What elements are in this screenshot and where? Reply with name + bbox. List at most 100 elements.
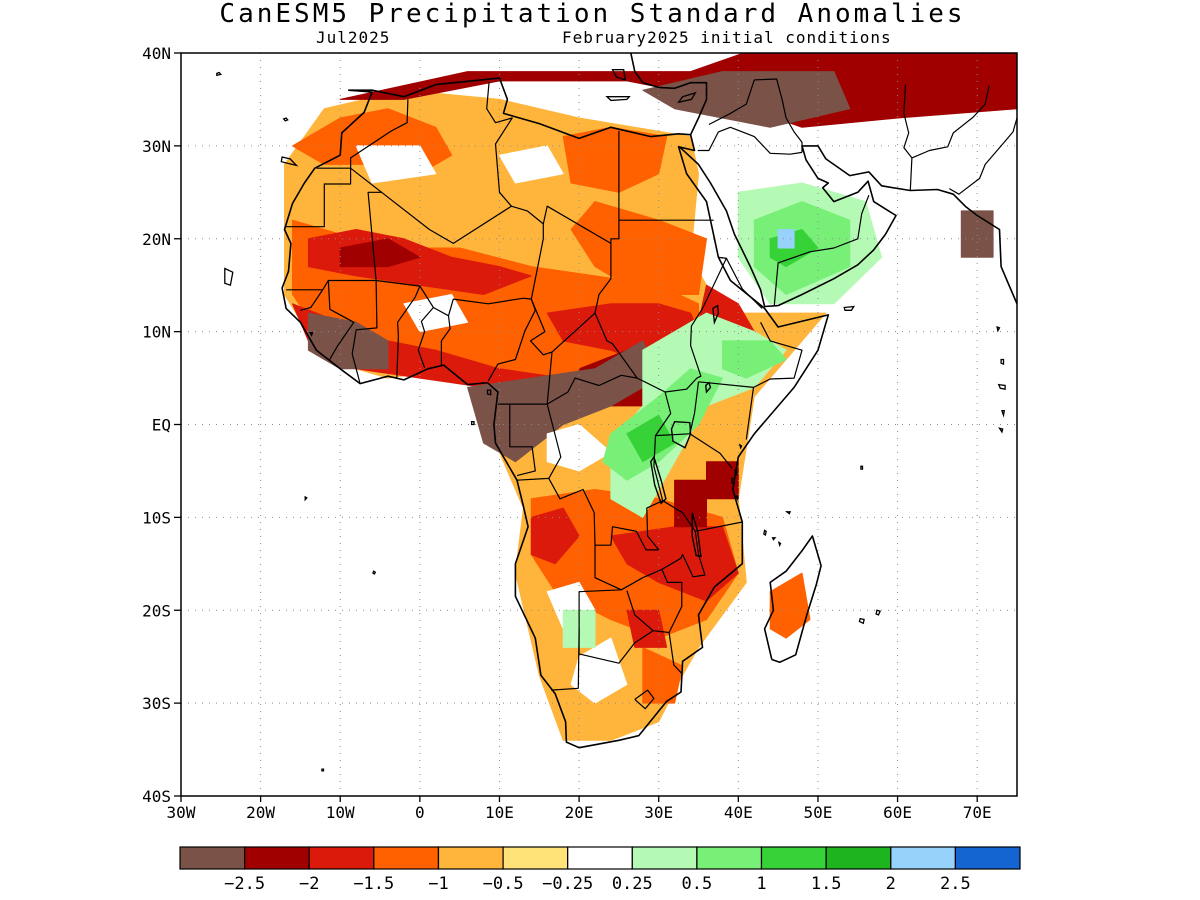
country-border [903,84,913,191]
island-outline [785,511,792,515]
anomaly-region [674,479,707,528]
lat-tick-label: 10S [142,508,171,527]
country-border [668,632,683,674]
anomaly-region [570,637,628,704]
country-border [594,545,683,634]
initial-conditions-label: February2025 initial conditions [562,28,892,47]
lat-tick-label: 30N [142,137,171,156]
island-outline [738,443,743,450]
lon-tick-label: 40E [724,803,753,822]
island-outline [763,529,767,536]
country-border [754,78,803,153]
graticule [181,53,1017,796]
lat-tick-label: 30S [142,694,171,713]
lake-outline [670,420,692,449]
island-outline [282,117,289,122]
colorbar-label: 0.25 [612,874,653,894]
country-border [773,194,870,307]
colorbar-swatch [567,846,633,870]
country-border [551,628,580,691]
lat-tick-label: 40N [142,44,171,63]
colorbar-label: 1.5 [811,874,842,894]
colorbar-label: 2 [886,874,896,894]
island-outline [224,267,234,287]
country-border [516,403,562,481]
island-outline [216,71,222,77]
anomaly-region [499,145,564,184]
island-outline [998,427,1004,434]
anomaly-field [284,53,1017,741]
lon-tick-label: 30W [167,803,196,822]
colorbar-swatch [502,846,569,870]
country-border [594,243,728,393]
country-border [351,280,378,384]
lat-tick-label: EQ [152,416,171,435]
colorbar-swatch [696,846,763,870]
colorbar-label: −1.5 [353,874,394,894]
lat-tick-label: 20N [142,230,171,249]
lon-tick-label: 20W [246,803,275,822]
anomaly-region [530,507,580,565]
island-outline [875,609,881,616]
colorbar-swatch [373,846,439,870]
country-border [661,500,706,578]
country-border [708,79,755,126]
island-outline [771,537,777,541]
country-border [911,85,990,159]
coastline [629,53,708,136]
colorbar-swatch [890,846,956,870]
country-border [417,307,434,369]
anomaly-region [307,312,389,370]
colorbar-label: −1 [428,874,448,894]
colorbar-label: −0.5 [483,874,524,894]
island-outline [321,768,325,772]
figure-title: CanESM5 Precipitation Standard Anomalies [219,0,966,29]
lon-tick-label: 20E [565,803,594,822]
colorbar-label: 0.5 [682,874,713,894]
country-border [529,298,596,356]
country-border [548,435,664,551]
anomaly-region [960,210,994,258]
lon-tick-label: 70E [963,803,992,822]
lon-tick-label: 10W [326,803,355,822]
lake-outline [712,304,720,326]
colorbar-label: −2 [299,874,319,894]
lon-tick-label: 30E [644,803,673,822]
country-border [509,404,536,477]
colorbar-swatch [825,846,892,870]
country-border [753,322,803,388]
lon-tick-label: 50E [803,803,832,822]
country-border [487,298,536,382]
valid-month-label: Jul2025 [316,28,391,47]
coastline [763,535,822,664]
anomaly-region [546,424,612,472]
anomaly-region [777,229,795,249]
lon-tick-label: 0 [415,803,425,822]
country-border [350,99,409,169]
anomaly-region [769,572,811,639]
island-outline [860,465,864,470]
country-border [718,256,763,309]
anomaly-region [570,201,707,295]
coastline [281,77,830,749]
colorbar-swatch [954,846,1021,870]
island-outline [996,325,1001,333]
lake-outline [691,512,702,558]
colorbar-swatch [244,846,310,870]
country-border [697,126,803,155]
island-outline [997,383,1006,390]
country-border [300,289,324,311]
island-outline [777,541,782,548]
country-border [948,117,1017,195]
island-outline [280,156,299,167]
island-outline [486,389,492,396]
country-border [440,315,451,366]
anomaly-region [642,646,684,704]
colorbar-swatch [631,846,698,870]
lake-outline [650,455,667,505]
island-outline [843,305,856,311]
colorbar-label: 2.5 [940,874,971,894]
country-border [396,285,421,379]
